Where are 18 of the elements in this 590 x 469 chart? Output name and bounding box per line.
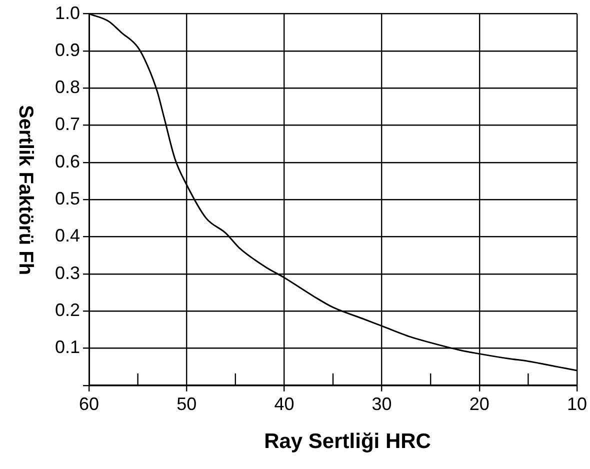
y-axis-title: Sertlik Faktörü Fh [14, 104, 38, 278]
y-tick-label: 0.3 [54, 262, 80, 283]
x-tick-label: 50 [176, 394, 197, 414]
y-tick-label: 0.2 [54, 300, 80, 320]
y-tick-label: 0.8 [54, 77, 80, 98]
x-tick-label: 60 [79, 394, 100, 414]
y-tick-label: 0.4 [54, 226, 80, 246]
x-tick-label: 10 [566, 394, 588, 414]
x-tick-label: 40 [274, 394, 294, 414]
x-axis-title: Ray Sertliği HRC [263, 430, 432, 454]
x-tick-label: 30 [372, 394, 392, 414]
y-tick-label: 0.6 [54, 151, 80, 172]
y-tick-label: 0.7 [54, 114, 80, 134]
y-tick-label: 0.9 [54, 40, 80, 60]
y-tick-label: 1.0 [54, 2, 80, 23]
x-tick-label: 20 [469, 394, 490, 414]
y-tick-label: 0.5 [54, 188, 80, 209]
y-tick-label: 0.1 [54, 337, 80, 358]
